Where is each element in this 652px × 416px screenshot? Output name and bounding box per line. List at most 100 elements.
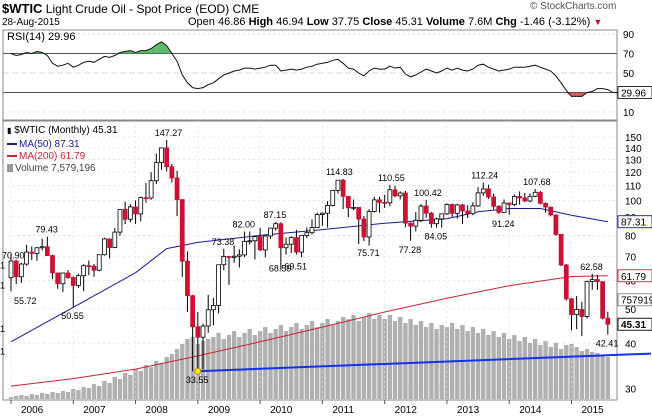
price-tick-label: 120 <box>625 168 642 179</box>
price-value-box <box>617 269 652 283</box>
volume-bar <box>501 333 507 399</box>
candle-body <box>584 280 590 317</box>
price-annotation: 100.42 <box>414 188 442 198</box>
volume-bar <box>340 317 346 399</box>
candle-body <box>278 223 284 249</box>
exchange: CME <box>232 2 260 16</box>
volume-bar <box>39 393 45 399</box>
candle-body <box>117 208 123 233</box>
volume-bar <box>605 357 610 399</box>
candle-body <box>454 204 460 214</box>
volume-bar <box>481 329 486 399</box>
rsi-overbought-fill <box>145 48 152 54</box>
candle-body <box>44 246 50 256</box>
volume-bar <box>460 325 465 399</box>
volume-bar <box>330 325 335 399</box>
candle-body <box>434 218 439 225</box>
volume-bar <box>29 394 34 399</box>
volume-bar <box>231 331 237 399</box>
rsi-overbought-fill <box>140 50 146 54</box>
volume-bar <box>65 392 71 399</box>
chart-title: $WTIC Light Crude Oil - Spot Price (EOD)… <box>2 1 259 16</box>
volume-bar <box>180 344 185 399</box>
price-tick-label: 100 <box>625 197 642 208</box>
candle-body <box>382 201 388 204</box>
rsi-tick-label: 70 <box>623 50 635 61</box>
volume-value: 7.6M <box>467 16 493 28</box>
candle-body <box>413 219 419 227</box>
legend-price: ▮ $WTIC (Monthly) 45.31 <box>7 125 118 136</box>
candle-body <box>50 255 55 274</box>
volume-bar <box>600 355 605 399</box>
rsi-overbought-fill <box>151 44 157 54</box>
price-tick-label: 30 <box>625 385 637 396</box>
candle-body <box>449 204 455 214</box>
candle-body <box>330 189 336 206</box>
volume-bar <box>117 379 123 399</box>
candle-body <box>257 236 263 251</box>
price-value-box <box>617 317 652 331</box>
price-annotation: 42.41 <box>596 339 619 349</box>
volume-bar <box>242 333 247 399</box>
price-panel: 1501401301201101009080706050403070.9055.… <box>0 121 652 400</box>
chart-frame <box>2 29 618 401</box>
volume-bar <box>548 347 553 399</box>
candle-body <box>465 210 471 215</box>
candle-body <box>86 265 92 268</box>
price-annotation: 87.15 <box>264 210 287 220</box>
volume-bar <box>159 363 164 399</box>
price-annotation: 114.83 <box>326 167 353 177</box>
volume-bar <box>553 343 559 399</box>
volume-bar <box>309 321 315 399</box>
candle-body <box>159 147 164 164</box>
volume-bar <box>138 371 143 399</box>
x-tick-label: 2013 <box>457 405 480 416</box>
x-tick-label: 2015 <box>581 405 604 416</box>
volume-bar <box>382 319 387 399</box>
volume-bar <box>86 388 92 399</box>
volume-bar <box>273 329 278 399</box>
volume-bar <box>304 325 309 399</box>
price-annotation: 84.05 <box>425 232 448 242</box>
candle-legend-icon: ▮ <box>7 126 12 135</box>
low-value: 37.75 <box>331 16 360 28</box>
volume-bar <box>71 389 76 399</box>
rsi-frame <box>2 29 618 121</box>
x-tick-label: 2014 <box>519 405 542 416</box>
candle-body <box>366 211 372 238</box>
candle-body <box>512 196 517 205</box>
candle-body <box>491 196 497 207</box>
candle-body <box>309 227 315 234</box>
volume-bar <box>398 317 403 399</box>
candle-body <box>574 309 580 315</box>
price-tick-label: 140 <box>625 144 642 155</box>
volume-bar <box>45 394 50 399</box>
candle-body <box>501 202 507 213</box>
price-annotation: 77.28 <box>399 245 422 255</box>
low-marker <box>194 367 202 375</box>
candle-body <box>185 260 190 297</box>
ma200-line <box>10 275 608 387</box>
candle-body <box>169 166 175 179</box>
candle-body <box>81 265 87 277</box>
left-edge-tick: 1 <box>0 347 5 357</box>
volume-bar <box>268 333 273 399</box>
price-tick-label: 130 <box>625 155 642 166</box>
volume-bar <box>206 339 211 399</box>
legend-ma50: MA(50) 87.31 <box>7 139 80 150</box>
candle-body <box>96 254 102 271</box>
x-tick-label: 2009 <box>208 405 231 416</box>
rsi-value-label: 29.96 <box>621 89 646 100</box>
candle-body <box>153 162 159 182</box>
candle-body <box>605 317 611 325</box>
legend-ma200: MA(200) 61.79 <box>7 151 85 162</box>
price-value-label: 757919 <box>621 296 652 307</box>
volume-bar <box>325 319 330 399</box>
candle-body <box>595 279 600 283</box>
price-annotation: 73.38 <box>212 237 235 247</box>
candle-body <box>470 205 476 215</box>
rsi-tick-label: 90 <box>623 30 635 41</box>
rsi-oversold-fill <box>576 92 582 97</box>
candle-body <box>496 205 502 213</box>
volume-bar <box>112 377 117 399</box>
